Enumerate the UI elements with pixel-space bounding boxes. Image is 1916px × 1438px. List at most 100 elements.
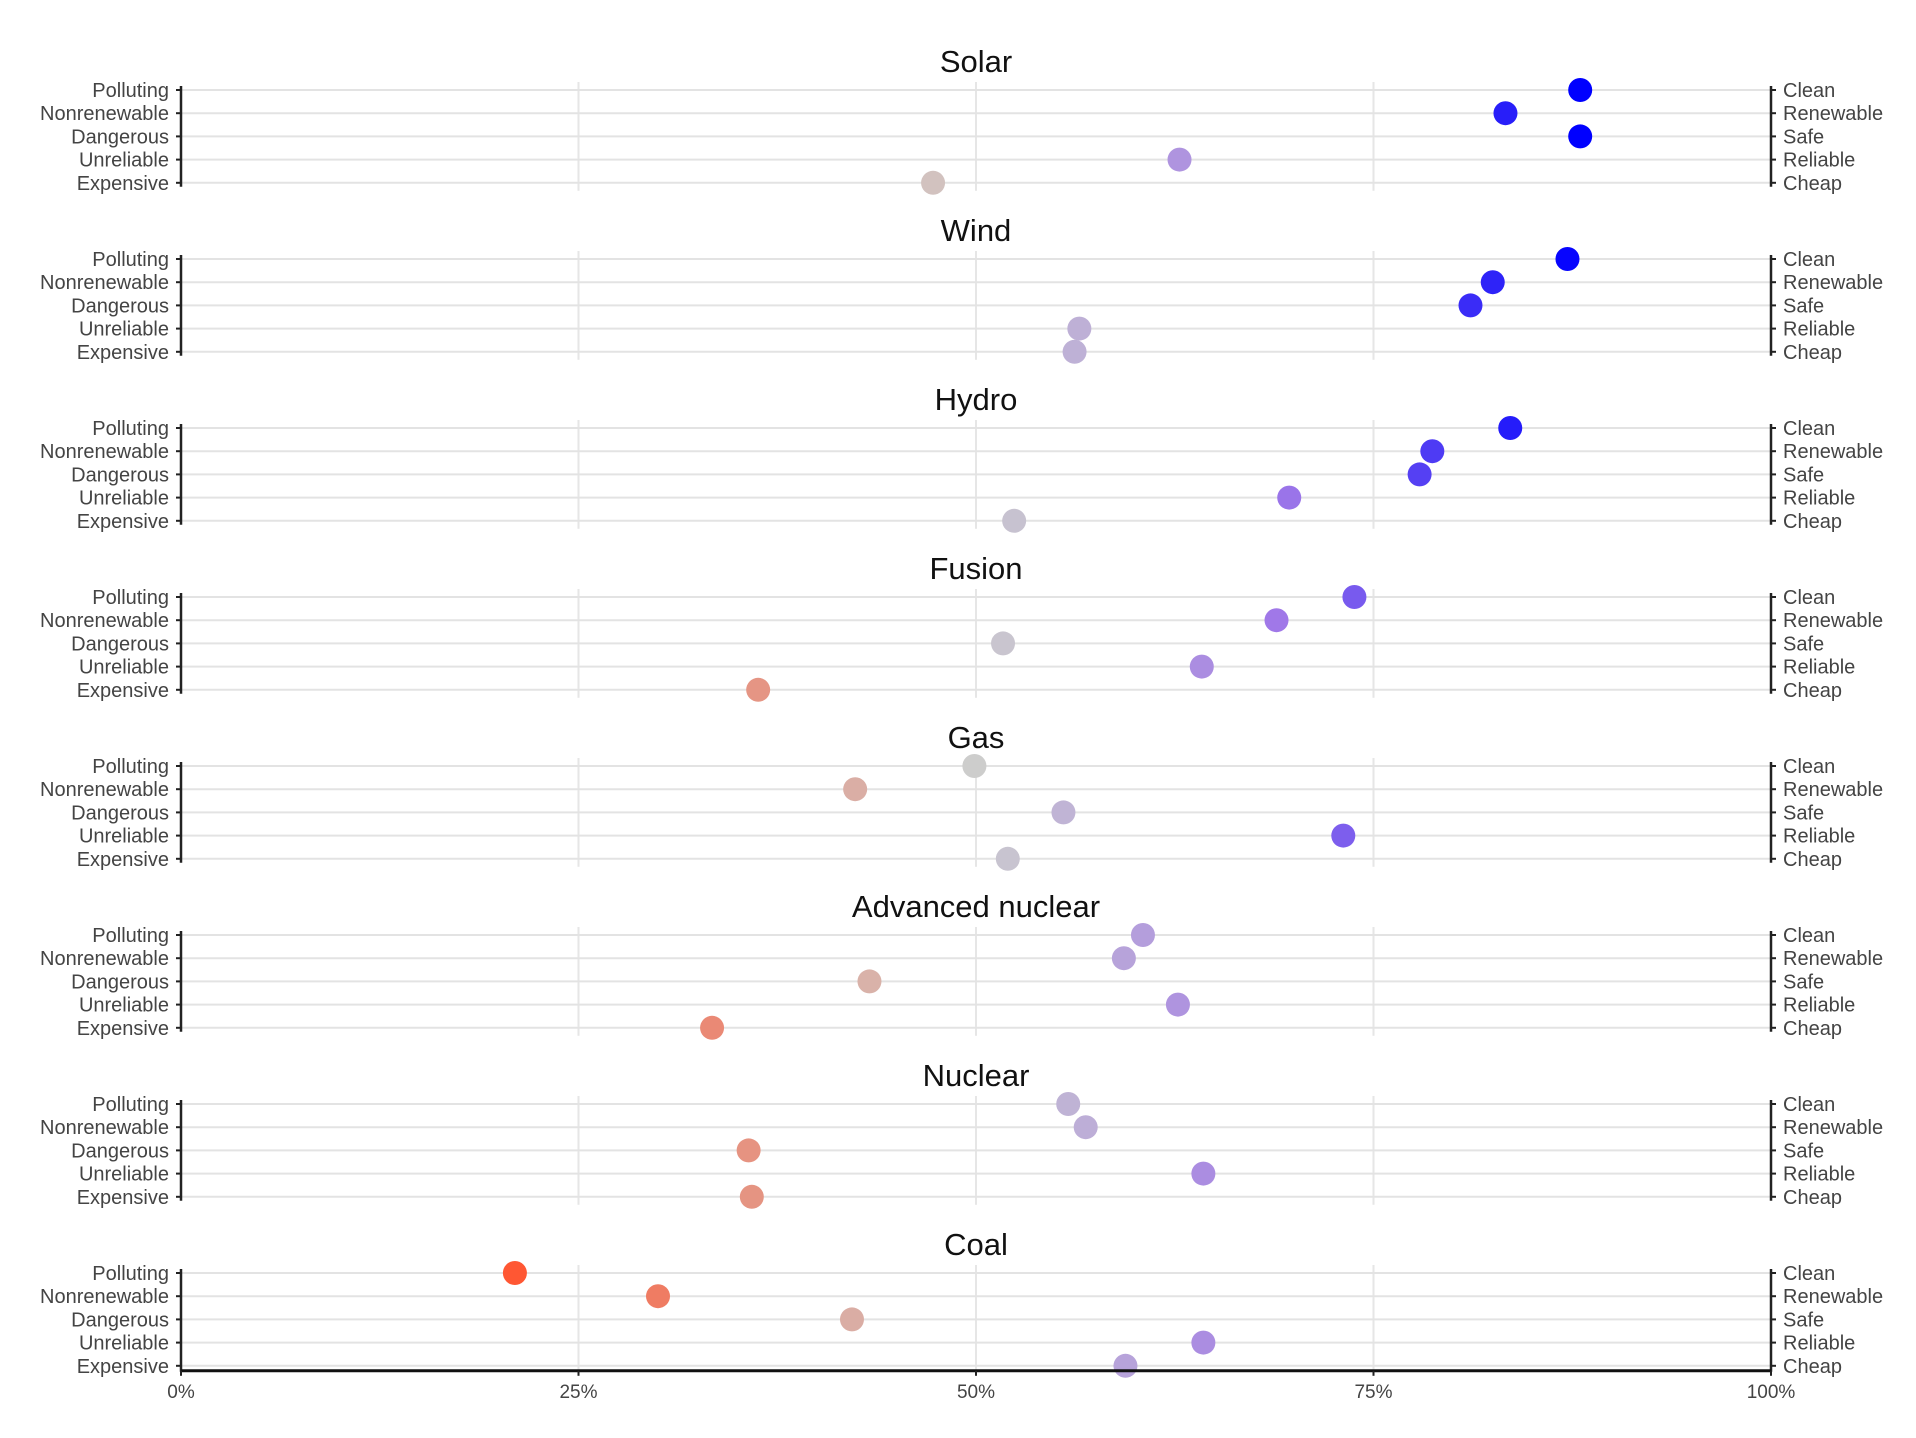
left-axis-label: Dangerous xyxy=(71,1309,169,1331)
left-axis-label: Nonrenewable xyxy=(40,779,169,801)
x-axis-tick-label: 25% xyxy=(559,1382,597,1403)
data-point xyxy=(1062,339,1087,364)
left-axis-label: Dangerous xyxy=(71,295,169,317)
right-axis-label: Clean xyxy=(1783,925,1835,947)
right-axis-label: Reliable xyxy=(1783,826,1855,848)
data-point xyxy=(1167,147,1192,172)
left-axis-label: Dangerous xyxy=(71,971,169,993)
data-point xyxy=(1420,439,1445,464)
left-axis-label: Polluting xyxy=(92,587,169,609)
left-axis-label: Expensive xyxy=(77,680,169,702)
left-axis-label: Unreliable xyxy=(79,319,169,341)
data-point xyxy=(1002,508,1027,533)
data-point xyxy=(1067,316,1092,341)
right-axis-label: Clean xyxy=(1783,418,1835,440)
right-axis-label: Renewable xyxy=(1783,441,1883,463)
panel-title: Nuclear xyxy=(923,1058,1030,1093)
right-axis-label: Clean xyxy=(1783,756,1835,778)
data-point xyxy=(857,969,882,994)
left-axis-label: Nonrenewable xyxy=(40,610,169,632)
left-axis-label: Polluting xyxy=(92,756,169,778)
left-axis-label: Unreliable xyxy=(79,826,169,848)
panel-title: Solar xyxy=(940,44,1012,79)
x-axis-tick-label: 100% xyxy=(1747,1382,1796,1403)
data-point xyxy=(1130,923,1155,947)
right-axis-label: Reliable xyxy=(1783,657,1855,679)
left-axis-label: Polluting xyxy=(92,1094,169,1116)
panel-title: Hydro xyxy=(935,382,1018,417)
data-point xyxy=(736,1138,761,1163)
left-axis-label: Unreliable xyxy=(79,1333,169,1355)
left-axis-label: Unreliable xyxy=(79,488,169,510)
data-point xyxy=(1555,247,1580,271)
data-point xyxy=(1458,293,1483,318)
left-axis-label: Polluting xyxy=(92,249,169,271)
right-axis-label: Clean xyxy=(1783,1263,1835,1285)
right-axis-label: Reliable xyxy=(1783,995,1855,1017)
right-axis-label: Reliable xyxy=(1783,1164,1855,1186)
data-point xyxy=(1480,270,1505,295)
right-axis-label: Cheap xyxy=(1783,1356,1842,1378)
right-axis-label: Renewable xyxy=(1783,1117,1883,1139)
data-point xyxy=(921,170,946,195)
left-axis-label: Polluting xyxy=(92,80,169,102)
left-axis-label: Dangerous xyxy=(71,1140,169,1162)
data-point xyxy=(1073,1115,1098,1140)
data-point xyxy=(1051,800,1076,825)
left-axis-label: Nonrenewable xyxy=(40,948,169,970)
left-axis-label: Dangerous xyxy=(71,464,169,486)
left-axis-label: Expensive xyxy=(77,511,169,533)
right-axis-label: Cheap xyxy=(1783,342,1842,364)
left-axis-label: Unreliable xyxy=(79,1164,169,1186)
data-point xyxy=(700,1015,725,1040)
data-point xyxy=(1189,654,1214,679)
right-axis-label: Renewable xyxy=(1783,779,1883,801)
data-point xyxy=(1342,585,1367,609)
right-axis-label: Renewable xyxy=(1783,103,1883,125)
data-point xyxy=(1111,946,1136,971)
right-axis-label: Safe xyxy=(1783,295,1824,317)
left-axis-label: Dangerous xyxy=(71,633,169,655)
data-point xyxy=(1165,992,1190,1017)
left-axis-label: Unreliable xyxy=(79,995,169,1017)
left-axis-label: Expensive xyxy=(77,1356,169,1378)
data-point xyxy=(1568,124,1593,149)
right-axis-label: Cheap xyxy=(1783,849,1842,871)
data-point xyxy=(646,1284,670,1309)
right-axis-label: Safe xyxy=(1783,464,1824,486)
right-axis-label: Renewable xyxy=(1783,948,1883,970)
right-axis-label: Safe xyxy=(1783,1140,1824,1162)
data-point xyxy=(1493,101,1518,126)
data-point xyxy=(962,754,987,778)
data-point xyxy=(1568,78,1593,102)
panel-title: Coal xyxy=(944,1227,1008,1262)
right-axis-label: Renewable xyxy=(1783,1286,1883,1308)
right-axis-label: Reliable xyxy=(1783,488,1855,510)
right-axis-label: Cheap xyxy=(1783,1018,1842,1040)
left-axis-label: Nonrenewable xyxy=(40,441,169,463)
panel-title: Advanced nuclear xyxy=(852,889,1100,924)
panel-title: Fusion xyxy=(929,551,1022,586)
left-axis-label: Unreliable xyxy=(79,657,169,679)
x-axis-tick-label: 75% xyxy=(1354,1382,1392,1403)
data-point xyxy=(843,777,868,802)
right-axis-label: Renewable xyxy=(1783,272,1883,294)
left-axis-label: Expensive xyxy=(77,173,169,195)
right-axis-label: Cheap xyxy=(1783,511,1842,533)
panel-title: Gas xyxy=(948,720,1005,755)
right-axis-label: Cheap xyxy=(1783,173,1842,195)
data-point xyxy=(1191,1330,1216,1355)
left-axis-label: Dangerous xyxy=(71,126,169,148)
right-axis-label: Clean xyxy=(1783,80,1835,102)
right-axis-label: Reliable xyxy=(1783,319,1855,341)
panel-title: Wind xyxy=(941,213,1012,248)
data-point xyxy=(502,1261,527,1285)
right-axis-label: Clean xyxy=(1783,587,1835,609)
data-point xyxy=(1113,1353,1138,1378)
right-axis-label: Cheap xyxy=(1783,1187,1842,1209)
data-point xyxy=(1277,485,1302,510)
right-axis-label: Safe xyxy=(1783,126,1824,148)
right-axis-label: Safe xyxy=(1783,802,1824,824)
left-axis-label: Polluting xyxy=(92,418,169,440)
